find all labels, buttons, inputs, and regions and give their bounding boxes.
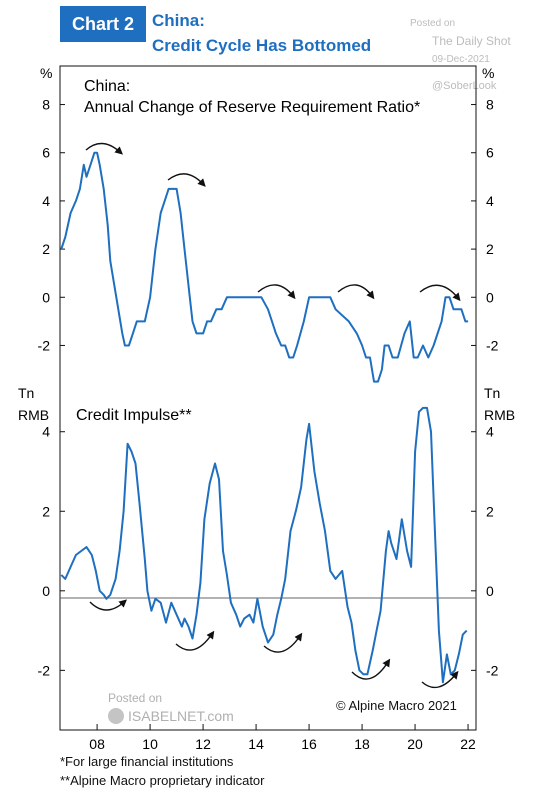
xtick-label: 20 xyxy=(407,736,423,752)
bottom-ytick-label-right: -2 xyxy=(486,662,499,678)
top-ytick-label-right: 6 xyxy=(486,145,494,161)
bottom-ytick-label-left: 0 xyxy=(42,583,50,599)
bottom-arrow-1 xyxy=(89,599,127,611)
watermark-date: 09-Dec-2021 xyxy=(432,54,490,65)
bottom-unit-left-line2: RMB xyxy=(18,407,49,423)
footnote-1: *For large financial institutions xyxy=(60,754,234,769)
bottom-panel-title: Credit Impulse** xyxy=(76,407,192,424)
xtick-label: 22 xyxy=(460,736,476,752)
top-arrow-5 xyxy=(419,284,461,302)
top-unit-right: % xyxy=(482,65,494,81)
chart-title-line1: China: xyxy=(152,11,205,30)
xtick-label: 08 xyxy=(89,736,105,752)
top-ytick-label-right: 8 xyxy=(486,97,494,113)
top-ytick-label-left: 8 xyxy=(42,97,50,113)
top-ytick-label-right: 4 xyxy=(486,193,494,209)
bottom-ytick-label-right: 4 xyxy=(486,424,494,440)
footnote-2: **Alpine Macro proprietary indicator xyxy=(60,773,265,788)
chart-frame xyxy=(59,65,477,731)
top-arrow-3 xyxy=(257,284,296,300)
xtick-label: 18 xyxy=(354,736,370,752)
rrr-series-line xyxy=(60,151,469,383)
xtick-label: 10 xyxy=(142,736,158,752)
chart-number-badge: Chart 2 xyxy=(60,6,146,42)
bottom-arrow-4 xyxy=(351,658,391,680)
top-panel-title-line2: Annual Change of Reserve Requirement Rat… xyxy=(84,99,420,116)
chart-title-line2: Credit Cycle Has Bottomed xyxy=(152,36,372,55)
watermark-logo-icon xyxy=(108,708,124,724)
top-ytick-label-left: 0 xyxy=(42,289,50,305)
top-ytick-label-left: 2 xyxy=(42,241,50,257)
chart-title: China: Credit Cycle Has Bottomed xyxy=(152,8,371,58)
bottom-unit-right-line2: RMB xyxy=(484,407,515,423)
top-ytick-label-left: 4 xyxy=(42,193,50,209)
bottom-ytick-label-left: -2 xyxy=(38,662,51,678)
watermark-posted-on: Posted on xyxy=(410,18,456,29)
top-ytick-label-right: 0 xyxy=(486,289,494,305)
xtick-label: 16 xyxy=(301,736,317,752)
bottom-arrow-3 xyxy=(263,632,303,653)
xtick-label: 14 xyxy=(248,736,264,752)
top-arrow-1 xyxy=(85,142,123,155)
bottom-arrow-2 xyxy=(175,630,215,651)
top-ytick-label-left: -2 xyxy=(38,337,51,353)
bottom-ytick-label-left: 2 xyxy=(42,503,50,519)
bottom-unit-left-line1: Tn xyxy=(18,385,34,401)
watermark-bottom-posted-on: Posted on xyxy=(108,691,162,705)
bottom-arrow-5 xyxy=(421,670,459,689)
bottom-ytick-label-right: 0 xyxy=(486,583,494,599)
bottom-ytick-label-left: 4 xyxy=(42,424,50,440)
xtick-label: 12 xyxy=(195,736,211,752)
top-panel-title-line1: China: xyxy=(84,78,130,95)
credit-impulse-series-line xyxy=(60,406,468,684)
top-arrow-4 xyxy=(337,284,375,300)
watermark-bottom-site: ISABELNET.com xyxy=(128,708,234,724)
top-unit-left: % xyxy=(40,65,52,81)
copyright: © Alpine Macro 2021 xyxy=(336,698,457,713)
top-ytick-label-left: 6 xyxy=(42,145,50,161)
top-ytick-label-right: -2 xyxy=(486,337,499,353)
bottom-unit-right-line1: Tn xyxy=(484,385,500,401)
watermark-site: The Daily Shot xyxy=(432,34,511,48)
bottom-ytick-label-right: 2 xyxy=(486,503,494,519)
watermark-handle: @SoberLook xyxy=(432,80,497,92)
top-ytick-label-right: 2 xyxy=(486,241,494,257)
top-arrow-2 xyxy=(167,173,206,187)
